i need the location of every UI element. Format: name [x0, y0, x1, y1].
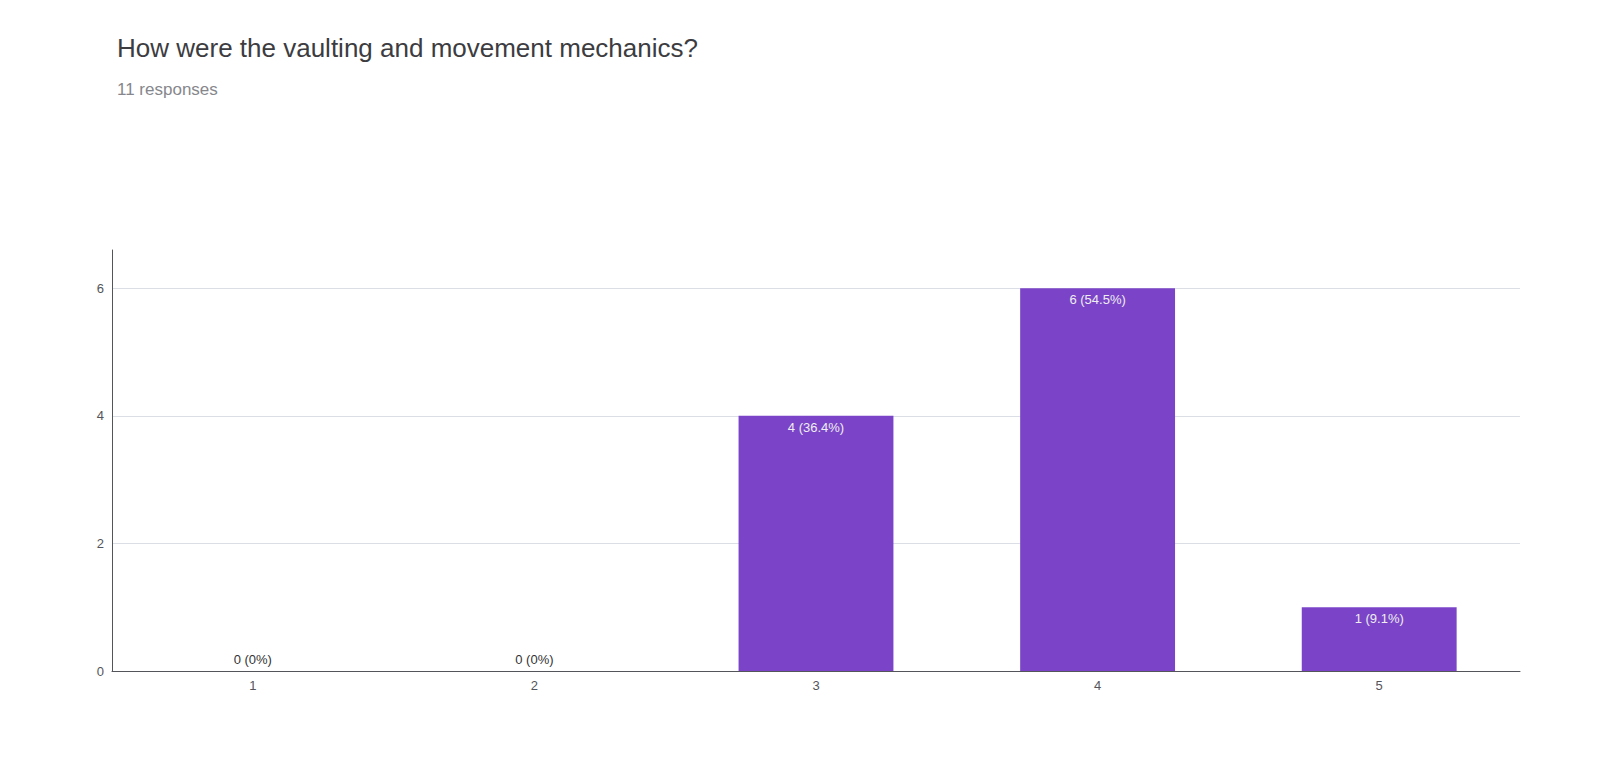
svg-text:1 (9.1%): 1 (9.1%): [1355, 611, 1404, 626]
svg-text:0 (0%): 0 (0%): [515, 652, 553, 667]
svg-text:1: 1: [249, 678, 256, 693]
svg-text:11 responses: 11 responses: [117, 80, 218, 99]
svg-text:2: 2: [97, 536, 104, 551]
svg-text:2: 2: [531, 678, 538, 693]
svg-text:4: 4: [1094, 678, 1101, 693]
svg-text:3: 3: [812, 678, 819, 693]
svg-text:0 (0%): 0 (0%): [234, 652, 272, 667]
svg-text:4 (36.4%): 4 (36.4%): [788, 420, 844, 435]
svg-text:6: 6: [97, 281, 104, 296]
svg-text:0: 0: [97, 664, 104, 679]
svg-text:5: 5: [1376, 678, 1383, 693]
svg-text:4: 4: [97, 408, 104, 423]
svg-text:6 (54.5%): 6 (54.5%): [1069, 292, 1125, 307]
svg-text:How were the vaulting and move: How were the vaulting and movement mecha…: [117, 33, 698, 63]
